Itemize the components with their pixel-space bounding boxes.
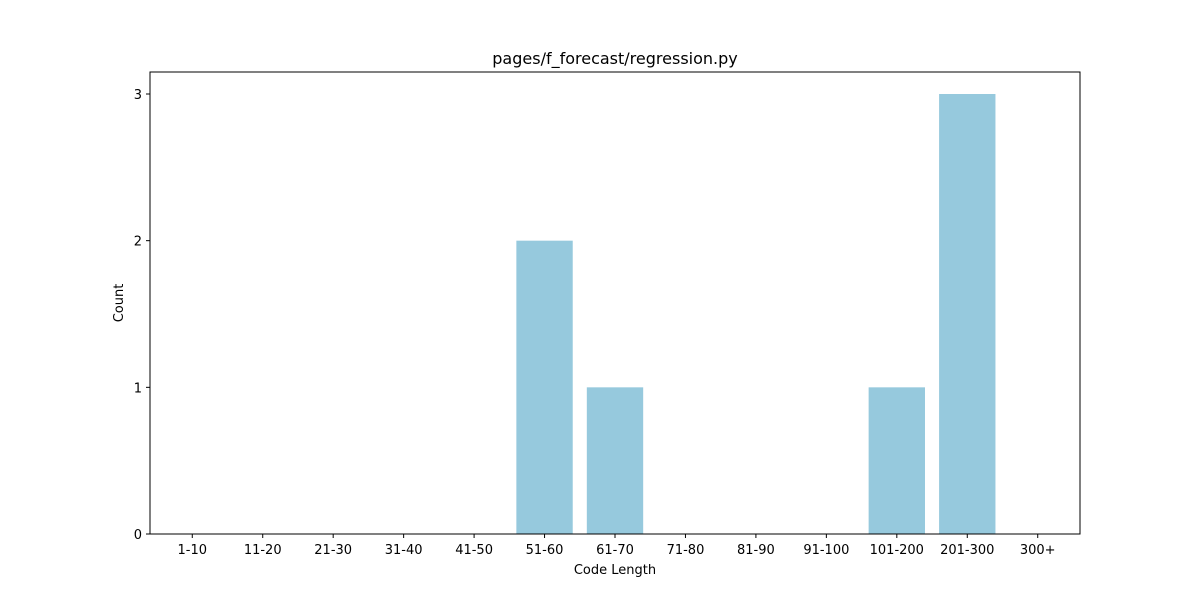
- x-axis: 1-10 11-20 21-30 31-40 41-50 51-60 61-70 71-80 8…: [178, 534, 1056, 558]
- x-tick-label: 81-90: [737, 543, 775, 558]
- y-axis: 0 1 2 3: [134, 88, 150, 543]
- x-tick-label: 51-60: [526, 543, 564, 558]
- y-axis-label: Count: [112, 284, 127, 323]
- x-tick-label: 71-80: [667, 543, 705, 558]
- x-tick-label: 21-30: [314, 543, 352, 558]
- bar-101-200: [868, 387, 925, 534]
- x-tick-label: 91-100: [803, 543, 849, 558]
- bar-61-70: [586, 387, 644, 534]
- x-tick-label: 11-20: [244, 543, 282, 558]
- x-tick-label: 1-10: [178, 543, 208, 558]
- bar-51-60: [516, 240, 573, 534]
- y-tick-label: 3: [134, 88, 142, 103]
- bar-201-300: [939, 94, 996, 534]
- x-tick-label: 201-300: [940, 543, 994, 558]
- x-tick-label: 31-40: [385, 543, 423, 558]
- x-tick-label: 101-200: [870, 543, 924, 558]
- x-axis-label: Code Length: [574, 563, 656, 578]
- chart-title: pages/f_forecast/regression.py: [492, 49, 737, 69]
- y-tick-label: 1: [134, 381, 142, 396]
- y-tick-label: 2: [134, 235, 142, 250]
- y-tick-label: 0: [134, 528, 142, 543]
- x-tick-label: 41-50: [455, 543, 493, 558]
- x-tick-label: 300+: [1020, 543, 1056, 558]
- bars-group: [516, 94, 996, 534]
- x-tick-label: 61-70: [596, 543, 634, 558]
